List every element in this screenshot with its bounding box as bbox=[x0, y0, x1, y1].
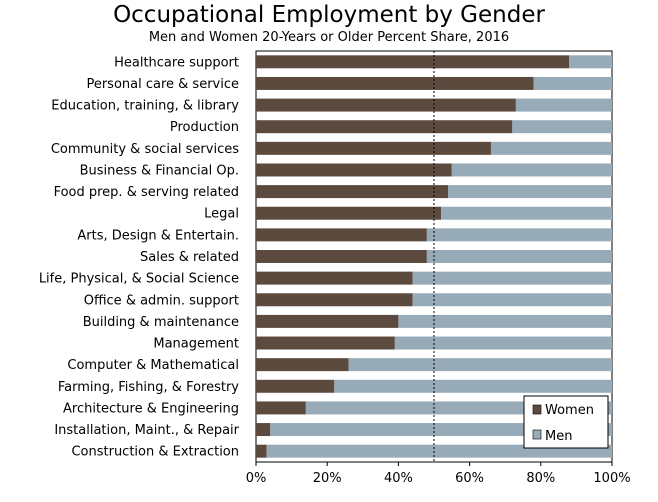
bar-men-14 bbox=[348, 358, 612, 372]
bar-women-8 bbox=[256, 228, 427, 242]
bar-women-4 bbox=[256, 141, 491, 155]
category-label: Healthcare support bbox=[114, 55, 239, 70]
category-label: Office & admin. support bbox=[84, 293, 239, 308]
legend: Women Men bbox=[523, 395, 609, 449]
bar-men-2 bbox=[515, 98, 612, 112]
legend-label-men: Men bbox=[545, 429, 572, 444]
x-axis-ticks: 0% 20% 40% 60% 80% 100% bbox=[246, 462, 631, 486]
bar-women-3 bbox=[256, 120, 513, 134]
bar-women-17 bbox=[256, 423, 271, 437]
bar-men-6 bbox=[448, 185, 612, 199]
bar-men-12 bbox=[398, 314, 612, 328]
bar-men-7 bbox=[441, 206, 612, 220]
category-label: Sales & related bbox=[140, 250, 239, 265]
category-label: Legal bbox=[204, 207, 239, 222]
bar-women-9 bbox=[256, 250, 427, 263]
bar-women-15 bbox=[256, 379, 335, 393]
bar-men-13 bbox=[394, 336, 612, 350]
bars-layer bbox=[256, 55, 612, 458]
x-tick-label: 40% bbox=[384, 471, 413, 486]
x-tick-label: 100% bbox=[593, 471, 630, 486]
category-label: Computer & Mathematical bbox=[67, 358, 239, 373]
bar-women-14 bbox=[256, 358, 349, 372]
x-tick-label: 80% bbox=[526, 471, 555, 486]
x-tick-label: 0% bbox=[246, 471, 267, 486]
bar-women-18 bbox=[256, 444, 267, 458]
bar-men-10 bbox=[412, 271, 612, 285]
bar-men-1 bbox=[533, 76, 612, 90]
category-label: Construction & Extraction bbox=[71, 445, 239, 460]
bar-men-9 bbox=[426, 250, 612, 263]
bar-women-10 bbox=[256, 271, 413, 285]
category-label: Food prep. & serving related bbox=[54, 185, 239, 200]
category-label: Arts, Design & Entertain. bbox=[77, 228, 239, 243]
category-labels: Healthcare support Personal care & servic… bbox=[39, 55, 240, 459]
chart-title: Occupational Employment by Gender bbox=[113, 2, 545, 28]
bar-men-15 bbox=[334, 379, 612, 393]
x-tick-label: 20% bbox=[313, 471, 342, 486]
category-label: Production bbox=[170, 120, 239, 135]
category-label: Installation, Maint., & Repair bbox=[54, 423, 239, 438]
bar-men-3 bbox=[512, 120, 612, 134]
bar-men-8 bbox=[426, 228, 612, 242]
bar-men-4 bbox=[490, 141, 612, 155]
bar-men-5 bbox=[451, 163, 612, 177]
bar-women-13 bbox=[256, 336, 395, 350]
bar-women-11 bbox=[256, 293, 413, 307]
bar-men-0 bbox=[569, 55, 612, 69]
bar-women-5 bbox=[256, 163, 452, 177]
category-label: Personal care & service bbox=[86, 77, 239, 92]
legend-swatch-women bbox=[532, 404, 542, 415]
category-label: Education, training, & library bbox=[51, 99, 239, 114]
category-label: Building & maintenance bbox=[83, 315, 239, 330]
category-label: Business & Financial Op. bbox=[80, 163, 239, 178]
chart-subtitle: Men and Women 20-Years or Older Percent … bbox=[148, 30, 510, 45]
category-label: Management bbox=[153, 337, 239, 352]
category-label: Farming, Fishing, & Forestry bbox=[58, 380, 239, 395]
bar-women-2 bbox=[256, 98, 516, 112]
bar-women-6 bbox=[256, 185, 449, 199]
bar-women-7 bbox=[256, 206, 442, 220]
bar-men-11 bbox=[412, 293, 612, 307]
legend-swatch-men bbox=[532, 429, 542, 440]
category-label: Life, Physical, & Social Science bbox=[39, 272, 239, 287]
legend-label-women: Women bbox=[545, 403, 594, 418]
bar-women-12 bbox=[256, 314, 399, 328]
legend-box bbox=[523, 395, 609, 449]
category-label: Community & social services bbox=[51, 142, 239, 157]
bar-women-0 bbox=[256, 55, 570, 69]
x-tick-label: 60% bbox=[455, 471, 484, 486]
bar-women-1 bbox=[256, 76, 534, 90]
category-label: Architecture & Engineering bbox=[63, 401, 239, 416]
bar-women-16 bbox=[256, 401, 306, 415]
